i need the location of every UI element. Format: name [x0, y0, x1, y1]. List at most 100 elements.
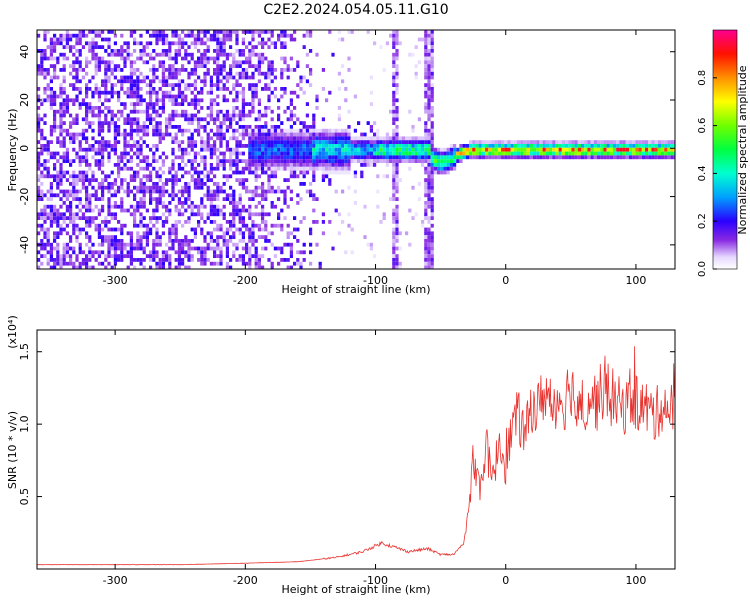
heatmap-cell [344, 170, 348, 175]
heatmap-cell [670, 140, 674, 144]
heatmap-cell [88, 166, 92, 171]
heatmap-cell [56, 75, 60, 80]
heatmap-cell [104, 265, 108, 269]
heatmap-cell [408, 242, 412, 247]
heatmap-cell [203, 254, 207, 258]
heatmap-cell [206, 71, 210, 76]
heatmap-cell [59, 155, 63, 160]
heatmap-cell [104, 94, 108, 99]
heatmap-cell [56, 185, 60, 190]
heatmap-cell [433, 155, 437, 160]
heatmap-cell [37, 68, 41, 72]
heatmap-cell [219, 151, 223, 156]
heatmap-cell [222, 37, 226, 42]
heatmap-cell [238, 227, 242, 232]
heatmap-cell [171, 113, 175, 118]
heatmap-cell [325, 128, 329, 133]
heatmap-cell [558, 155, 562, 160]
heatmap-cell [85, 235, 89, 239]
heatmap-cell [139, 41, 143, 46]
heatmap-cell [283, 41, 287, 46]
heatmap-cell [395, 117, 399, 122]
heatmap-cell [510, 151, 514, 156]
heatmap-cell [165, 75, 169, 80]
heatmap-cell [110, 185, 114, 190]
heatmap-cell [430, 125, 434, 129]
heatmap-cell [123, 242, 127, 247]
heatmap-cell [398, 155, 402, 160]
heatmap-cell [232, 64, 236, 68]
heatmap-cell [213, 189, 217, 194]
heatmap-cell [59, 170, 63, 175]
heatmap-cell [392, 83, 396, 87]
heatmap-cell [91, 94, 95, 99]
heatmap-cell [59, 52, 63, 57]
heatmap-cell [270, 79, 274, 84]
heatmap-cell [430, 163, 434, 167]
heatmap-cell [353, 144, 357, 148]
heatmap-cell [222, 45, 226, 49]
heatmap-cell [309, 132, 313, 137]
heatmap-cell [248, 140, 252, 144]
heatmap-cell [331, 140, 335, 144]
heatmap-cell [126, 117, 130, 122]
heatmap-cell [203, 56, 207, 61]
heatmap-cell [117, 90, 121, 95]
heatmap-cell [222, 235, 226, 239]
heatmap-cell [136, 151, 140, 156]
heatmap-cell [481, 147, 485, 152]
heatmap-cell [65, 170, 69, 175]
heatmap-cell [219, 163, 223, 167]
heatmap-cell [430, 136, 434, 141]
heatmap-cell [75, 265, 79, 269]
heatmap-cell [392, 239, 396, 243]
heatmap-cell [536, 140, 540, 144]
heatmap-cell [331, 128, 335, 133]
heatmap-cell [88, 197, 92, 201]
heatmap-cell [277, 106, 281, 110]
heatmap-cell [427, 170, 431, 175]
heatmap-cell [248, 41, 252, 46]
heatmap-cell [85, 261, 89, 266]
heatmap-cell [392, 98, 396, 103]
heatmap-cell [197, 246, 201, 251]
top-x-tick-label: -100 [363, 274, 388, 287]
heatmap-cell [187, 204, 191, 209]
heatmap-cell [286, 155, 290, 160]
heatmap-cell [85, 189, 89, 194]
heatmap-cell [97, 166, 101, 171]
heatmap-cell [145, 125, 149, 129]
heatmap-cell [251, 94, 255, 99]
heatmap-cell [261, 56, 265, 61]
heatmap-cell [181, 109, 185, 114]
heatmap-cell [622, 151, 626, 156]
heatmap-cell [267, 159, 271, 163]
heatmap-cell [206, 90, 210, 95]
heatmap-cell [229, 185, 233, 190]
heatmap-cell [107, 182, 111, 186]
heatmap-cell [145, 163, 149, 167]
heatmap-cell [81, 261, 85, 266]
heatmap-cell [510, 144, 514, 148]
heatmap-cell [238, 178, 242, 182]
heatmap-cell [497, 147, 501, 152]
heatmap-cell [152, 109, 156, 114]
heatmap-cell [56, 178, 60, 182]
heatmap-cell [302, 75, 306, 80]
heatmap-cell [168, 121, 172, 125]
heatmap-cell [59, 132, 63, 137]
heatmap-cell [254, 193, 258, 198]
heatmap-cell [193, 87, 197, 91]
heatmap-cell [59, 254, 63, 258]
heatmap-cell [171, 87, 175, 91]
heatmap-cell [107, 242, 111, 247]
heatmap-cell [507, 155, 511, 160]
heatmap-cell [101, 189, 105, 194]
heatmap-cell [398, 246, 402, 251]
heatmap-cell [168, 239, 172, 243]
heatmap-cell [75, 193, 79, 198]
heatmap-cell [389, 147, 393, 152]
heatmap-cell [129, 254, 133, 258]
heatmap-cell [139, 125, 143, 129]
heatmap-cell [56, 231, 60, 236]
